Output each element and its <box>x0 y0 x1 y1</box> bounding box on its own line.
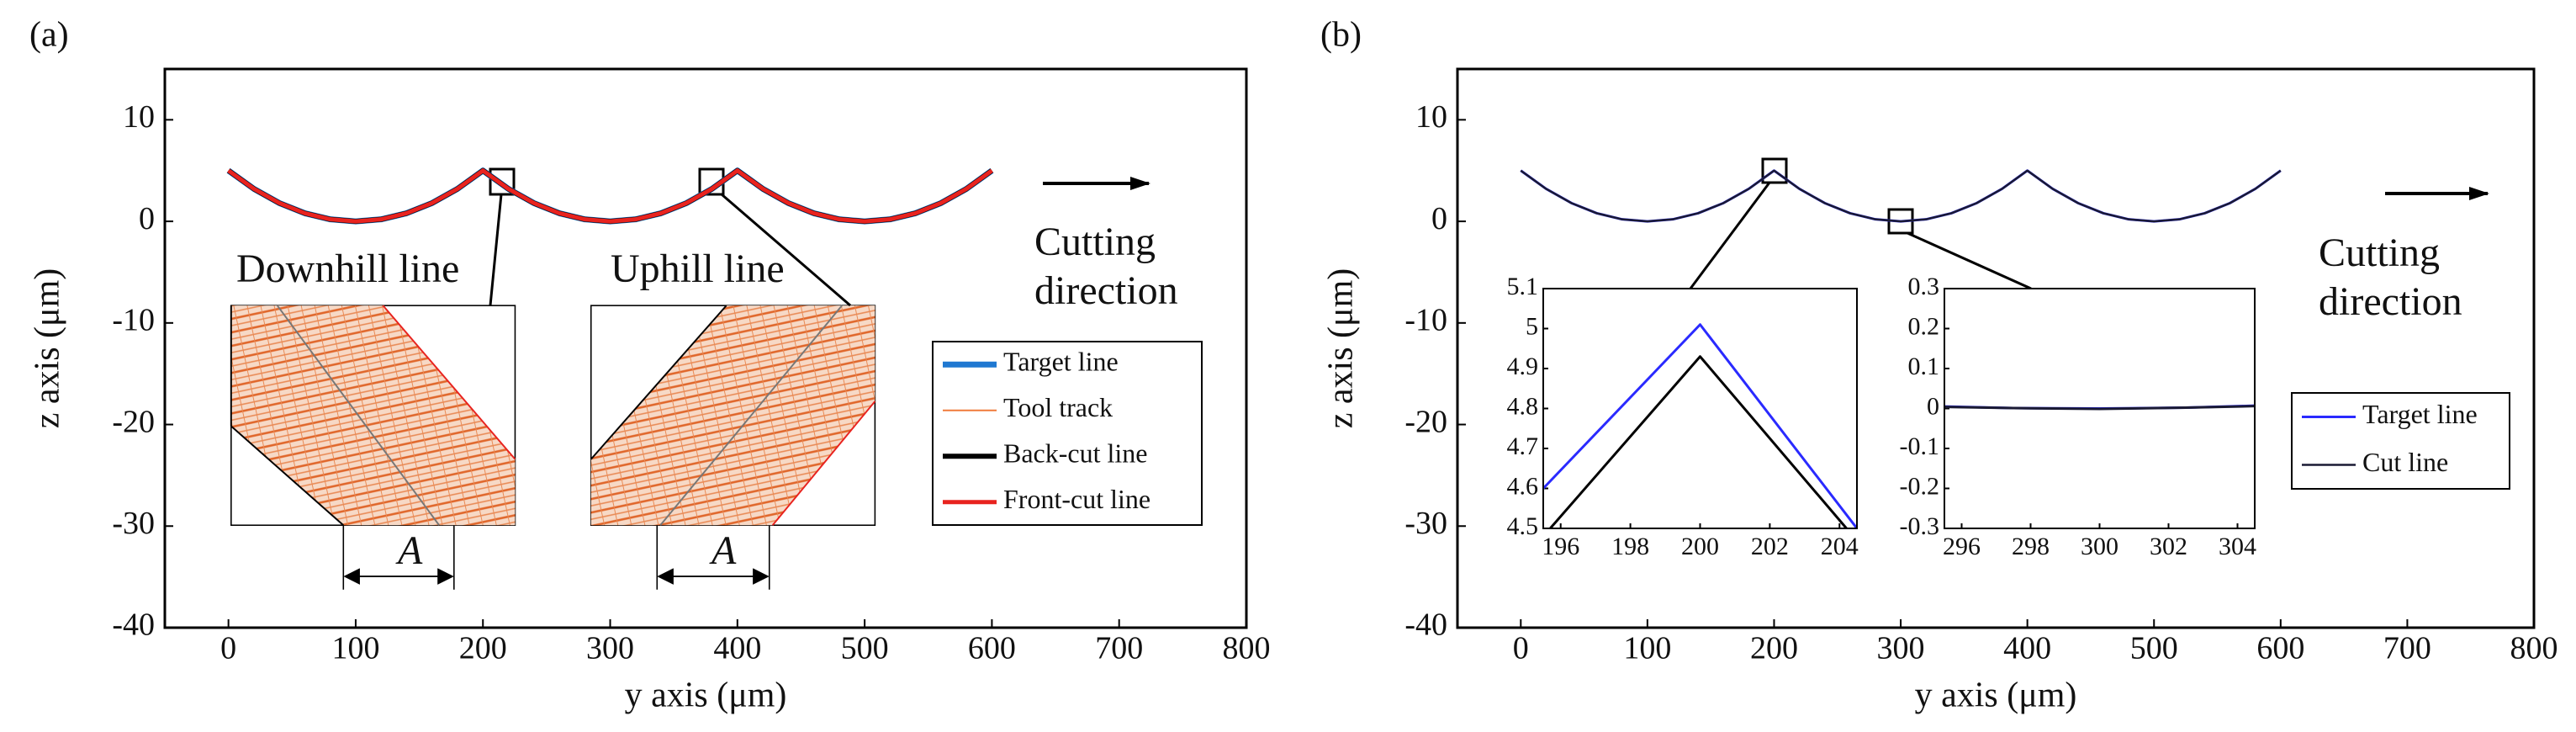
y-tick-label: -20 <box>1404 404 1447 439</box>
x-tick-label: 296 <box>1943 533 1981 560</box>
y-axis-label: z axis (μm) <box>1322 268 1361 428</box>
y-axis-label: z axis (μm) <box>29 268 67 428</box>
annotation: A <box>395 528 423 573</box>
x-tick-label: 0 <box>220 631 236 666</box>
y-tick-label: 0.1 <box>1908 353 1940 380</box>
y-tick-label: 0 <box>1927 392 1939 420</box>
y-tick-label: 5.1 <box>1507 273 1539 300</box>
panel-label: (b) <box>1320 16 1362 55</box>
x-tick-label: 300 <box>586 631 634 666</box>
y-tick-label: 4.5 <box>1507 512 1539 540</box>
y-tick-label: -0.2 <box>1900 472 1940 500</box>
schematic-insets <box>230 305 876 590</box>
legend-label: Back-cut line <box>1003 438 1147 469</box>
plot-frame <box>1542 288 1858 529</box>
x-tick-label: 298 <box>2012 533 2050 560</box>
y-tick-label: 4.8 <box>1507 392 1539 420</box>
panel: 0 100 200 300 400 500 600 700 800-40-30-20-10010… <box>1320 16 2558 715</box>
y-tick-label: -30 <box>112 506 155 541</box>
panel-label: (a) <box>29 16 69 55</box>
series-line <box>1520 169 2282 223</box>
y-tick-label: 5 <box>1526 312 1538 340</box>
x-tick-label: 204 <box>1821 533 1859 560</box>
x-tick-label: 700 <box>2383 631 2431 666</box>
x-tick-label: 300 <box>2081 533 2118 560</box>
x-tick-label: 500 <box>841 631 889 666</box>
x-tick-label: 700 <box>1095 631 1143 666</box>
y-tick-label: -0.3 <box>1900 512 1940 540</box>
plot-frame <box>1944 288 2256 529</box>
annotation: direction <box>2319 279 2462 324</box>
series-line <box>227 168 993 224</box>
plot-frame <box>1456 67 2536 629</box>
annotation: Cutting <box>1034 220 1156 264</box>
x-tick-label: 400 <box>2003 631 2051 666</box>
y-tick-label: 4.9 <box>1507 353 1539 380</box>
y-tick-label: 0 <box>139 201 155 236</box>
x-tick-label: 300 <box>1877 631 1925 666</box>
x-tick-label: 202 <box>1751 533 1789 560</box>
panel: 296 298 300 302 304 -0.3 -0.2 -0.1 0 0.1 0.2 0.3 <box>1900 273 2257 560</box>
x-axis-label: y axis (μm) <box>625 676 787 715</box>
panel: 196 198 200 202 204 4.5 4.6 4.7 4.8 4.9 5 5.1 <box>1507 273 1859 560</box>
annotation: Downhill line <box>236 247 459 291</box>
x-tick-label: 800 <box>2510 631 2558 666</box>
x-tick-label: 400 <box>713 631 761 666</box>
y-tick-label: 0 <box>1431 201 1447 236</box>
legend-box <box>2291 392 2510 490</box>
y-tick-label: 4.7 <box>1507 432 1539 460</box>
y-tick-label: 10 <box>1415 99 1447 135</box>
y-tick-label: 0.2 <box>1908 312 1940 340</box>
x-tick-label: 600 <box>2256 631 2304 666</box>
x-tick-label: 200 <box>1681 533 1719 560</box>
series-line <box>1549 355 1848 528</box>
x-axis-label: y axis (μm) <box>1915 676 2077 715</box>
annotation: A <box>709 528 737 573</box>
annotation: Uphill line <box>611 247 785 291</box>
series-line <box>226 167 994 225</box>
plot-frame <box>163 67 1248 629</box>
legend-label: Cut line <box>2362 447 2448 477</box>
legend-box <box>932 341 1203 526</box>
y-tick-label: -0.1 <box>1900 432 1940 460</box>
x-tick-label: 600 <box>968 631 1016 666</box>
legend-label: Tool track <box>1003 392 1113 422</box>
y-tick-label: 4.6 <box>1507 472 1539 500</box>
y-tick-label: -10 <box>1404 303 1447 338</box>
x-tick-label: 0 <box>1513 631 1529 666</box>
series-line <box>226 167 994 225</box>
x-tick-label: 100 <box>331 631 379 666</box>
y-tick-label: -30 <box>1404 506 1447 541</box>
legend-label: Front-cut line <box>1003 484 1150 514</box>
series-line <box>1543 323 1857 528</box>
series-line <box>228 169 992 223</box>
x-tick-label: 100 <box>1623 631 1671 666</box>
annotation: direction <box>1034 268 1178 313</box>
y-tick-label: -10 <box>112 303 155 338</box>
x-tick-label: 198 <box>1611 533 1649 560</box>
x-tick-label: 200 <box>459 631 507 666</box>
y-tick-label: -20 <box>112 404 155 439</box>
x-tick-label: 196 <box>1542 533 1579 560</box>
y-tick-label: -40 <box>112 607 155 643</box>
x-tick-label: 304 <box>2219 533 2256 560</box>
series-line <box>1944 405 2255 411</box>
x-tick-label: 800 <box>1223 631 1271 666</box>
x-tick-label: 302 <box>2150 533 2187 560</box>
x-tick-label: 500 <box>2130 631 2178 666</box>
legend-label: Target line <box>2362 399 2478 429</box>
annotation: Cutting <box>2319 231 2440 275</box>
y-tick-label: 10 <box>123 99 155 135</box>
x-tick-label: 200 <box>1750 631 1798 666</box>
panel: 0 100 200 300 400 500 600 700 800 -40 -30 -20 -10 0 10… <box>29 16 1271 715</box>
series-line <box>1520 169 2282 223</box>
y-tick-label: 0.3 <box>1908 273 1940 300</box>
inset-background <box>1543 289 1857 528</box>
legend-label: Target line <box>1003 347 1119 377</box>
y-tick-label: -40 <box>1404 607 1447 643</box>
